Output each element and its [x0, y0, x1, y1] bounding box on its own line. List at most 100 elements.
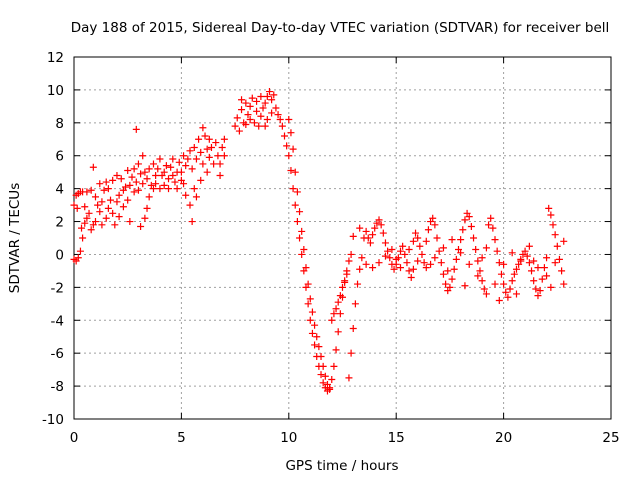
data-point-marker	[558, 267, 566, 275]
data-point-marker	[371, 224, 379, 232]
data-point-marker	[113, 198, 121, 206]
data-point-marker	[238, 106, 246, 114]
data-point-marker	[233, 114, 241, 122]
data-point-marker	[291, 201, 299, 209]
data-point-marker	[173, 185, 181, 193]
data-point-marker	[347, 250, 355, 258]
data-point-marker	[399, 242, 407, 250]
data-point-marker	[500, 280, 508, 288]
data-point-marker	[439, 270, 447, 278]
data-point-marker	[543, 254, 551, 262]
data-point-marker	[487, 214, 495, 222]
data-point-marker	[530, 257, 538, 265]
data-point-marker	[283, 142, 291, 150]
data-point-marker	[319, 362, 327, 370]
data-point-marker	[143, 175, 151, 183]
y-tick-label: 6	[55, 149, 64, 165]
data-point-marker	[220, 152, 228, 160]
x-tick-label: 0	[70, 430, 79, 446]
data-point-marker	[289, 185, 297, 193]
data-point-marker	[362, 227, 370, 235]
data-point-marker	[274, 111, 282, 119]
data-point-marker	[182, 191, 190, 199]
data-point-marker	[268, 96, 276, 104]
data-point-marker	[302, 264, 310, 272]
data-point-marker	[396, 247, 404, 255]
data-point-marker	[347, 349, 355, 357]
data-point-marker	[270, 91, 278, 99]
data-point-marker	[257, 92, 265, 100]
data-point-marker	[96, 208, 104, 216]
data-point-marker	[356, 224, 364, 232]
x-axis-label: GPS time / hours	[285, 458, 398, 474]
data-point-marker	[465, 260, 473, 268]
data-point-marker	[143, 204, 151, 212]
data-point-marker	[162, 162, 170, 170]
data-point-marker	[78, 224, 86, 232]
data-point-marker	[197, 148, 205, 156]
data-point-marker	[89, 163, 97, 171]
data-point-marker	[510, 270, 518, 278]
data-point-marker	[366, 239, 374, 247]
data-point-marker	[210, 160, 218, 168]
data-point-marker	[534, 292, 542, 300]
data-point-marker	[199, 124, 207, 132]
data-point-marker	[154, 165, 162, 173]
data-point-marker	[85, 209, 93, 217]
data-point-marker	[332, 346, 340, 354]
data-point-marker	[83, 188, 91, 196]
data-point-marker	[291, 168, 299, 176]
data-point-marker	[190, 144, 198, 151]
data-point-marker	[497, 270, 505, 278]
data-point-marker	[124, 196, 132, 204]
data-point-marker	[132, 178, 140, 186]
x-tick-label: 10	[280, 430, 297, 446]
data-point-marker	[480, 285, 488, 293]
data-point-marker	[345, 257, 353, 265]
data-point-marker	[328, 376, 336, 384]
data-point-marker	[169, 155, 177, 163]
data-point-marker	[396, 264, 404, 272]
data-point-marker	[414, 257, 422, 265]
data-point-marker	[330, 362, 338, 370]
data-point-marker	[128, 173, 136, 181]
data-point-marker	[491, 236, 499, 244]
data-point-marker	[525, 259, 533, 267]
data-point-marker	[444, 267, 452, 275]
data-point-marker	[171, 178, 179, 186]
data-point-marker	[167, 163, 175, 171]
data-point-marker	[491, 280, 499, 288]
data-point-marker	[414, 234, 422, 242]
data-point-marker	[536, 287, 544, 295]
data-series-sdtvar	[70, 88, 568, 395]
data-point-marker	[435, 247, 443, 255]
data-point-marker	[122, 183, 130, 191]
data-point-marker	[364, 234, 372, 242]
data-point-marker	[276, 116, 284, 124]
data-point-marker	[379, 229, 387, 237]
data-point-marker	[298, 250, 306, 258]
data-point-marker	[553, 242, 561, 250]
data-point-marker	[104, 185, 112, 193]
data-point-marker	[409, 237, 417, 245]
data-point-marker	[317, 371, 325, 379]
data-point-marker	[323, 380, 331, 388]
data-point-marker	[91, 218, 99, 226]
data-point-marker	[182, 162, 190, 170]
data-point-marker	[521, 247, 529, 255]
data-point-marker	[388, 246, 396, 254]
data-point-marker	[137, 222, 145, 230]
y-tick-label: 10	[47, 83, 64, 99]
data-point-marker	[281, 132, 289, 140]
data-point-marker	[231, 122, 239, 130]
data-point-marker	[354, 280, 362, 288]
data-point-marker	[100, 186, 108, 194]
data-point-marker	[315, 343, 323, 351]
data-point-marker	[160, 168, 168, 176]
data-point-marker	[186, 147, 194, 155]
data-point-marker	[218, 144, 226, 151]
data-point-marker	[512, 290, 520, 298]
data-point-marker	[156, 185, 164, 193]
data-point-marker	[111, 221, 119, 229]
data-point-marker	[117, 175, 125, 183]
